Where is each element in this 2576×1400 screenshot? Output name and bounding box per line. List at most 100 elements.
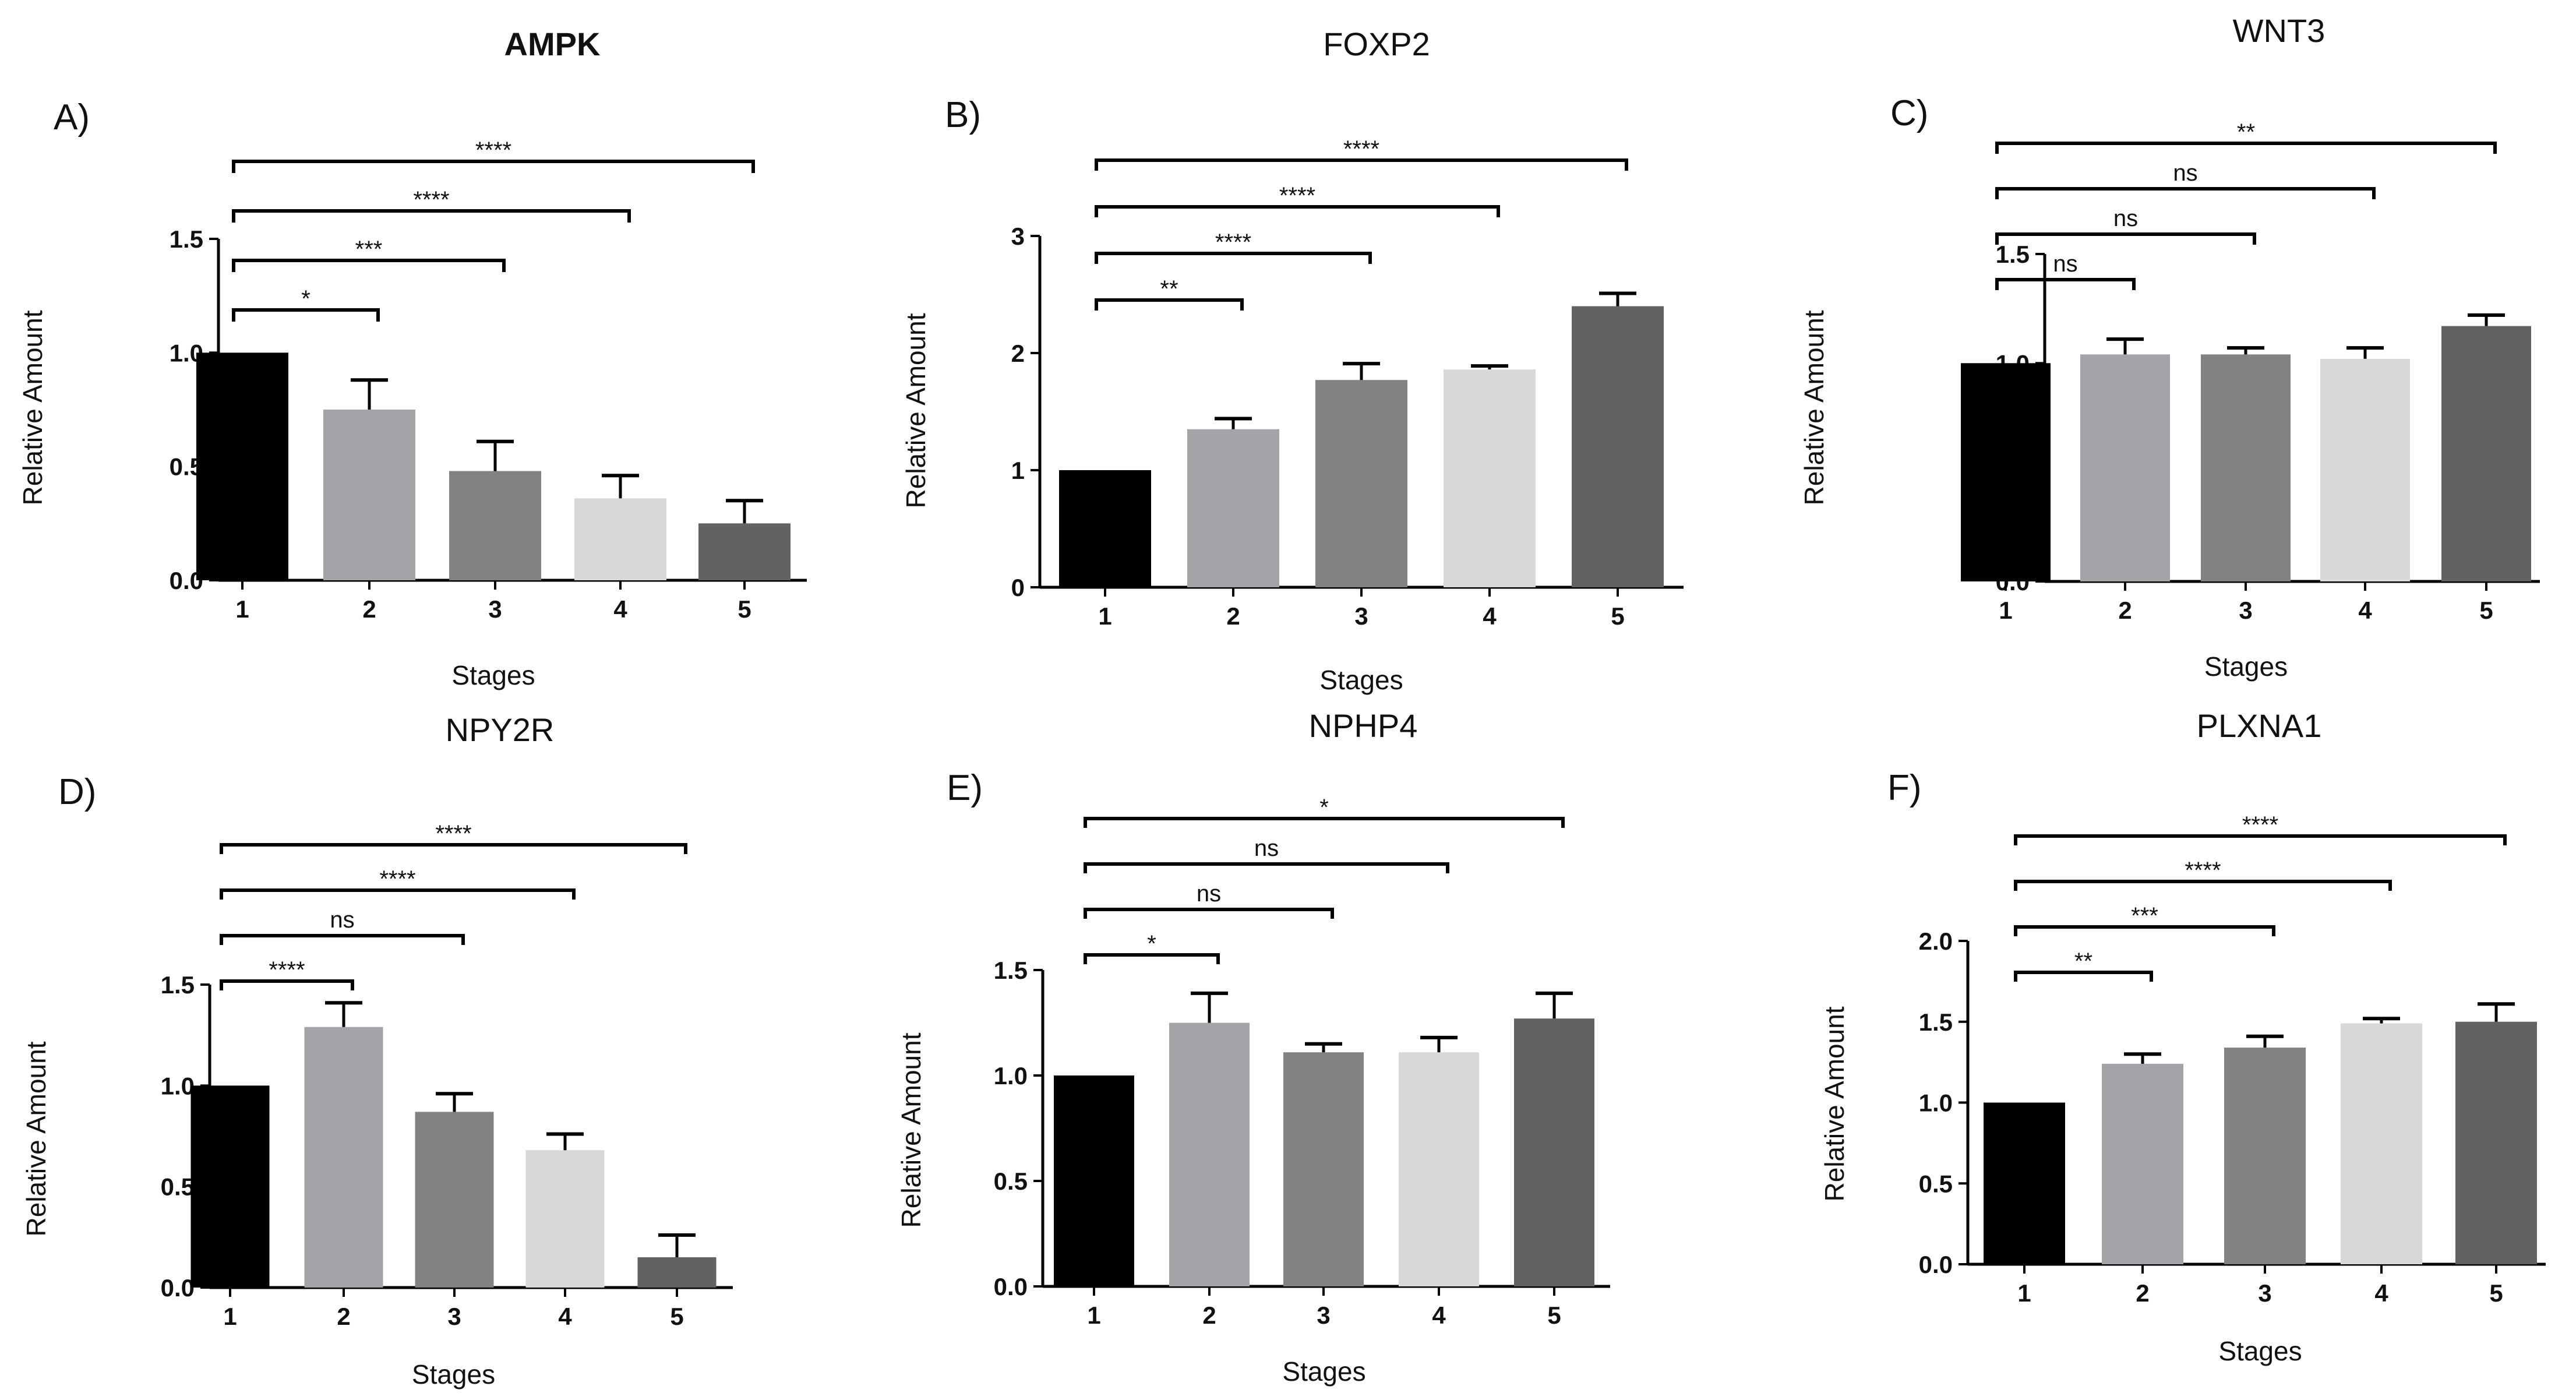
significance-label: ** [2237,119,2255,145]
bar [449,471,541,580]
chart-title: FOXP2 [1323,26,1430,62]
y-tick-label: 1.5 [1919,1008,1953,1036]
significance-label: ns [2173,160,2197,186]
y-axis-label: Relative Amount [17,310,48,505]
significance-bracket [2014,925,2275,936]
significance-label: ** [2074,948,2092,974]
significance-bracket [2014,880,2392,891]
significance-bracket [220,888,576,900]
bar [2102,1063,2183,1264]
x-tick-label: 2 [2136,1279,2149,1307]
significance-bracket [2014,971,2153,982]
significance-label: ns [1197,881,1221,907]
y-axis-label: Relative Amount [901,313,931,508]
significance-label: **** [2185,858,2221,883]
significance-bracket [1095,158,1628,171]
panel-label: D) [58,772,96,812]
x-tick-label: 5 [2479,597,2493,624]
significance-label: **** [1343,136,1379,162]
significance-bracket [1995,278,2136,290]
bar [698,523,791,580]
significance-label: ns [2053,251,2077,277]
y-tick-label: 0.0 [994,1273,1028,1300]
panel-label: A) [54,97,90,137]
bar [1315,380,1407,587]
y-tick-label: 2.0 [1919,928,1953,955]
x-tick-label: 4 [1432,1302,1446,1329]
bar [2201,354,2291,581]
bar [525,1150,605,1288]
significance-bracket [232,259,506,272]
bar [304,1027,383,1288]
x-tick-label: 5 [2489,1279,2503,1307]
x-tick-label: 3 [488,595,502,623]
significance-bracket [232,160,755,173]
significance-label: *** [355,237,383,262]
significance-label: **** [413,187,449,213]
significance-bracket [220,934,465,945]
significance-bracket [1995,142,2497,154]
x-tick-label: 5 [737,595,751,623]
x-tick-label: 1 [223,1303,237,1330]
y-axis-label: Relative Amount [1799,310,1829,505]
bar [415,1112,494,1288]
bar [1572,306,1664,587]
significance-bracket [232,209,631,223]
y-axis-label: Relative Amount [896,1032,926,1228]
significance-bracket [1995,232,2256,245]
y-axis-label: Relative Amount [1819,1006,1850,1201]
chart-title: NPY2R [446,711,555,748]
y-tick-label: 0.5 [161,1173,195,1201]
y-tick-label: 0.5 [1919,1170,1953,1197]
x-tick-label: 1 [1999,597,2012,624]
x-tick-label: 2 [362,595,376,623]
x-tick-label: 5 [1611,602,1624,630]
significance-bracket [1995,187,2376,199]
significance-label: * [1147,931,1156,957]
bar [2455,1021,2537,1264]
bar [2441,326,2531,581]
panel-label: B) [945,95,981,135]
x-axis-label: Stages [1282,1356,1365,1387]
x-axis-label: Stages [2218,1336,2302,1366]
y-tick-label: 0.0 [161,1274,195,1302]
y-tick-label: 2 [1011,340,1025,367]
significance-bracket [2014,834,2507,845]
bar [574,498,666,580]
significance-bracket [1095,298,1244,311]
significance-label: * [301,286,310,312]
y-tick-label: 1.0 [1919,1089,1953,1117]
x-tick-label: 5 [670,1303,683,1330]
bar [1054,1075,1134,1286]
y-tick-label: 3 [1011,223,1025,250]
significance-label: ns [1254,835,1279,861]
significance-bracket [1084,953,1220,964]
x-tick-label: 1 [235,595,249,623]
bar [2320,358,2410,581]
x-tick-label: 4 [1483,602,1497,630]
significance-label: **** [2242,812,2278,838]
bar [190,1085,270,1288]
panel-label: E) [947,768,983,808]
y-tick-label: 1.5 [170,225,203,253]
x-tick-label: 4 [558,1303,572,1330]
x-tick-label: 1 [1098,602,1111,630]
bar [323,410,415,580]
y-tick-label: 1.5 [1996,241,2030,268]
significance-label: **** [269,957,305,983]
significance-label: ns [330,907,354,933]
x-tick-label: 4 [613,595,627,623]
bar [1444,369,1536,587]
chart-panel: PLXNA1 F) 0.0 0.5 1.0 1.5 2.0 1 2 3 4 5 Relative Amo… [1819,707,2546,1366]
panel-label: F) [1887,768,1922,808]
bar [1283,1052,1364,1286]
x-tick-label: 5 [1547,1302,1561,1329]
bar [1187,429,1279,587]
x-tick-label: 2 [1202,1302,1216,1329]
chart-panel: NPY2R D) 0.0 0.5 1.0 1.5 1 2 3 4 5 Relative Amount S… [21,711,733,1390]
significance-bracket [220,843,687,854]
x-tick-label: 2 [1226,602,1240,630]
